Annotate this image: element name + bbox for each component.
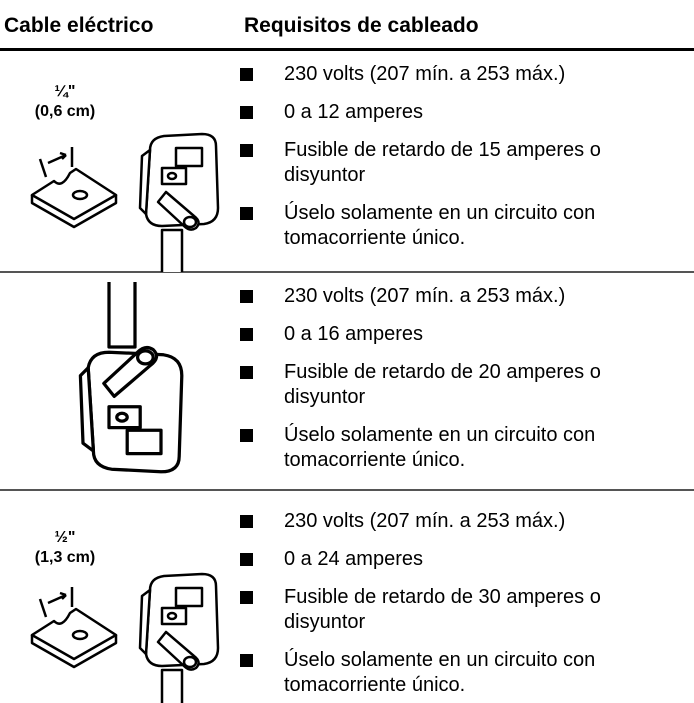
requirements-list: 230 volts (207 mín. a 253 máx.) 0 a 24 am… bbox=[240, 509, 680, 703]
row-rule bbox=[0, 271, 694, 273]
bullet bbox=[240, 328, 253, 341]
requirement-text: Úselo solamente en un circuito con tomac… bbox=[284, 649, 596, 696]
requirement-text: 0 a 16 amperes bbox=[284, 323, 423, 345]
requirements-list: 230 volts (207 mín. a 253 máx.) 0 a 16 am… bbox=[240, 284, 680, 486]
row-rule bbox=[0, 489, 694, 491]
requirement: 0 a 16 amperes bbox=[240, 322, 644, 347]
bullet bbox=[240, 207, 253, 220]
bullet bbox=[240, 429, 253, 442]
requirement: 230 volts (207 mín. a 253 máx.) bbox=[240, 284, 644, 309]
bullet bbox=[240, 591, 253, 604]
requirement: Úselo solamente en un circuito con tomac… bbox=[240, 201, 644, 251]
bullet bbox=[240, 144, 253, 157]
requirement: Úselo solamente en un circuito con tomac… bbox=[240, 648, 644, 698]
requirement-text: Fusible de retardo de 30 amperes o disyu… bbox=[284, 586, 601, 633]
cut-length: ½" (1,3 cm) bbox=[0, 528, 130, 568]
cut-length-line: (1,3 cm) bbox=[34, 549, 96, 566]
requirement-text: 0 a 24 amperes bbox=[284, 548, 423, 570]
requirement: 0 a 24 amperes bbox=[240, 547, 644, 572]
header-rule bbox=[0, 48, 694, 51]
requirement-text: Fusible de retardo de 15 amperes o disyu… bbox=[284, 139, 601, 186]
cord-illustration bbox=[30, 572, 220, 703]
requirement-text: Fusible de retardo de 20 amperes o disyu… bbox=[284, 361, 601, 408]
requirement-text: Úselo solamente en un circuito con tomac… bbox=[284, 202, 596, 249]
requirement: Fusible de retardo de 15 amperes o disyu… bbox=[240, 138, 644, 188]
column-header: Cable eléctrico bbox=[4, 14, 154, 37]
bullet bbox=[240, 515, 253, 528]
requirement-text: 0 a 12 amperes bbox=[284, 101, 423, 123]
requirement: Fusible de retardo de 30 amperes o disyu… bbox=[240, 585, 644, 635]
requirement: Úselo solamente en un circuito con tomac… bbox=[240, 423, 644, 473]
requirement-text: Úselo solamente en un circuito con tomac… bbox=[284, 424, 596, 471]
bullet bbox=[240, 654, 253, 667]
requirement-text: 230 volts (207 mín. a 253 máx.) bbox=[284, 63, 566, 85]
bullet bbox=[240, 68, 253, 81]
requirements-list: 230 volts (207 mín. a 253 máx.) 0 a 12 am… bbox=[240, 62, 680, 264]
bullet bbox=[240, 553, 253, 566]
cut-length: ¼" (0,6 cm) bbox=[0, 82, 130, 122]
cut-length-line: ½" bbox=[54, 529, 76, 546]
cord-illustration bbox=[78, 280, 184, 474]
requirement: 230 volts (207 mín. a 253 máx.) bbox=[240, 62, 644, 87]
bullet bbox=[240, 290, 253, 303]
requirement: Fusible de retardo de 20 amperes o disyu… bbox=[240, 360, 644, 410]
requirement: 230 volts (207 mín. a 253 máx.) bbox=[240, 509, 644, 534]
requirement-text: 230 volts (207 mín. a 253 máx.) bbox=[284, 285, 566, 307]
bullet bbox=[240, 366, 253, 379]
requirement: 0 a 12 amperes bbox=[240, 100, 644, 125]
bullet bbox=[240, 106, 253, 119]
cut-length-line: ¼" bbox=[54, 83, 76, 100]
column-header: Requisitos de cableado bbox=[244, 14, 479, 37]
requirement-text: 230 volts (207 mín. a 253 máx.) bbox=[284, 510, 566, 532]
cut-length-line: (0,6 cm) bbox=[34, 103, 96, 120]
